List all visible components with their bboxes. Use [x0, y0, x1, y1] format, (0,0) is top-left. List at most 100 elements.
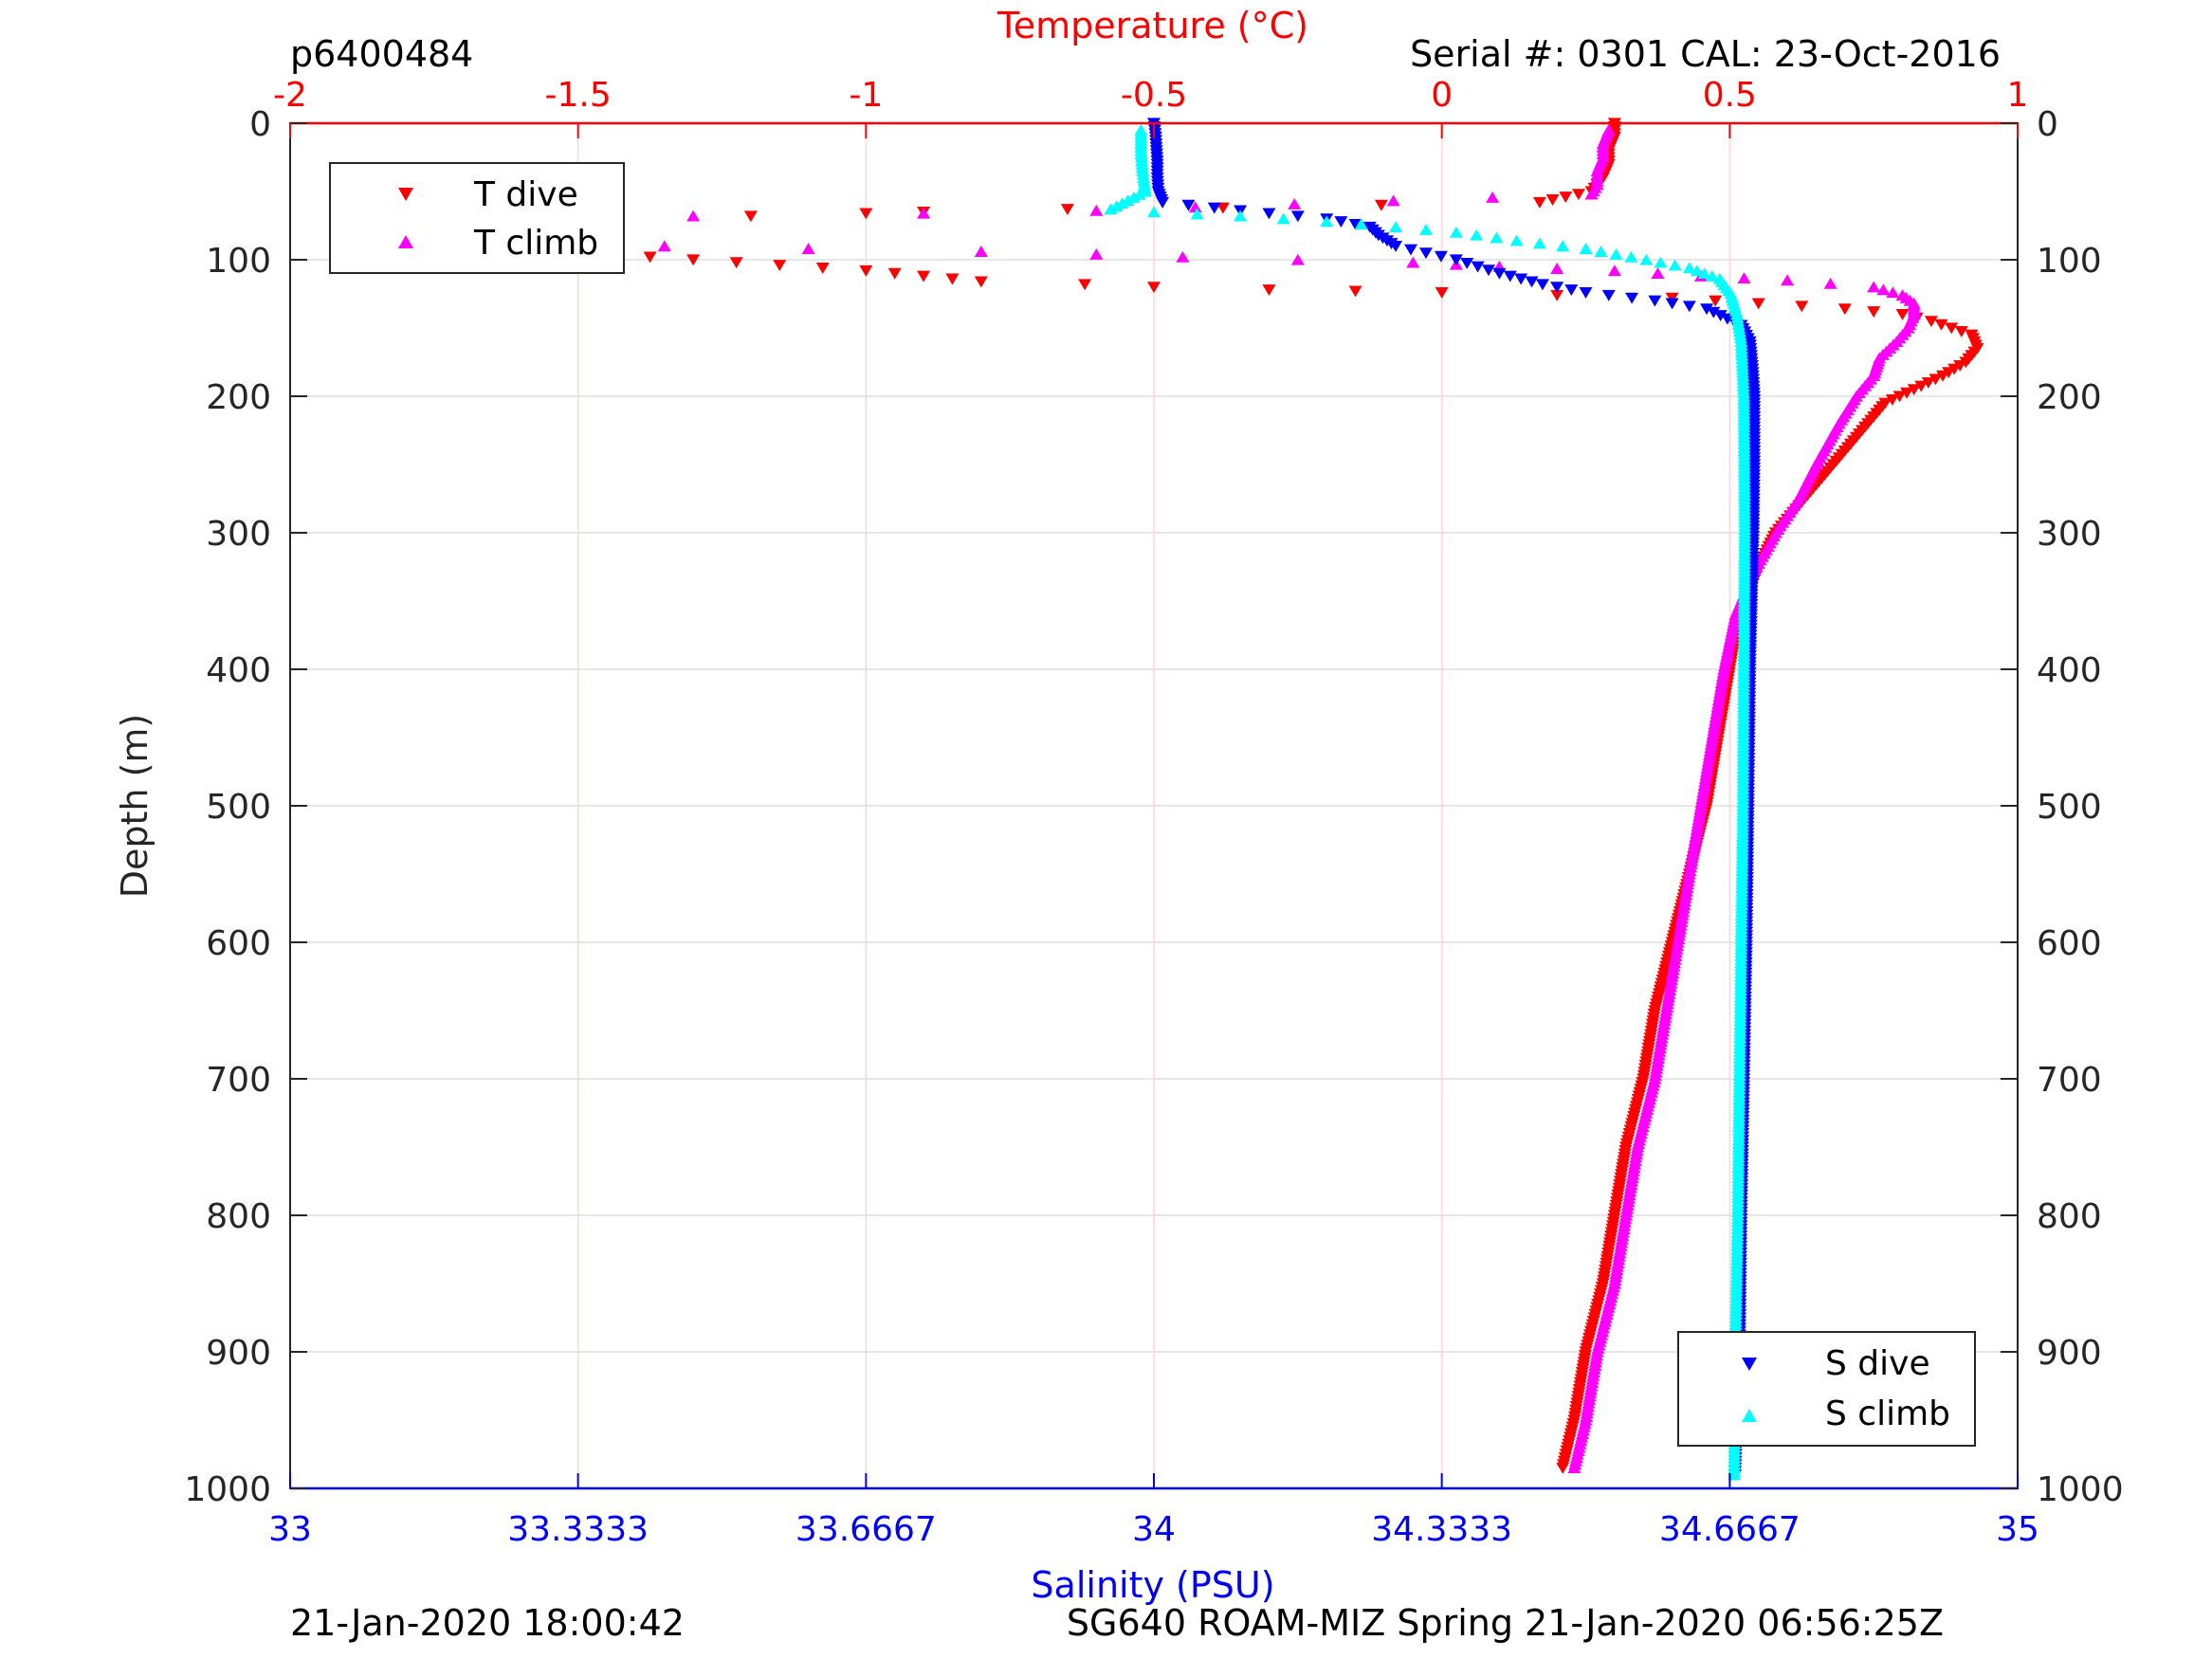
data-point: [1892, 391, 1907, 403]
data-point: [1728, 1468, 1742, 1481]
legend-t-dive-marker: [398, 188, 413, 201]
footer-timestamp: 21-Jan-2020 18:00:42: [290, 1602, 685, 1644]
series-t-climb: [398, 123, 1921, 1473]
series-layer: [387, 118, 1984, 1481]
data-point: [1682, 301, 1696, 313]
data-point: [1737, 272, 1751, 284]
data-point: [1078, 279, 1092, 291]
footer-mission-info: SG640 ROAM-MIZ Spring 21-Jan-2020 06:56:…: [1067, 1602, 1944, 1644]
data-point: [1509, 234, 1524, 246]
data-point: [1482, 264, 1496, 277]
data-point: [1895, 309, 1910, 320]
legend-t-climb-marker: [398, 235, 413, 248]
data-point: [1954, 326, 1968, 337]
grid: [290, 123, 2018, 1488]
legend-salinity: S dive S climb: [1677, 1331, 1976, 1447]
depth-tick-label-left: 100: [206, 242, 271, 281]
temperature-tick-label: -1: [849, 76, 883, 115]
data-point: [1060, 204, 1074, 216]
data-point: [1550, 282, 1564, 294]
data-point: [1503, 270, 1517, 283]
data-point: [1700, 303, 1714, 316]
data-point: [1514, 273, 1528, 285]
data-point: [1648, 295, 1662, 307]
depth-tick-label-right: 0: [2037, 105, 2058, 144]
data-point: [1486, 191, 1500, 203]
data-point: [1181, 199, 1196, 211]
data-point: [773, 260, 787, 272]
data-point: [1914, 380, 1929, 392]
data-point: [1690, 264, 1704, 277]
data-point: [917, 270, 931, 283]
temperature-tick-label: 0: [1431, 76, 1453, 115]
data-point: [1654, 256, 1668, 268]
data-point: [1867, 281, 1881, 293]
data-point: [1876, 283, 1891, 296]
depth-tick-label-left: 300: [206, 515, 271, 554]
data-point: [1532, 237, 1546, 249]
depth-axis-title: Depth (m): [114, 714, 155, 899]
salinity-tick-label: 34: [1132, 1510, 1176, 1549]
data-point: [1320, 215, 1334, 228]
data-point: [1795, 301, 1809, 313]
data-point: [974, 246, 988, 257]
data-point: [1579, 286, 1593, 299]
salinity-tick-label: 34.3333: [1371, 1510, 1512, 1549]
data-point: [1697, 267, 1711, 279]
data-point: [859, 208, 873, 220]
data-point: [1624, 250, 1638, 263]
data-point: [1947, 363, 1962, 375]
data-point: [1089, 247, 1104, 260]
data-point: [1564, 284, 1579, 296]
temperature-tick-label: -1.5: [545, 76, 612, 115]
data-point: [1190, 208, 1204, 220]
data-point: [1334, 216, 1348, 228]
data-point: [1207, 202, 1221, 214]
data-point: [1607, 264, 1621, 277]
data-point: [1942, 367, 1956, 379]
data-point: [686, 254, 701, 266]
data-point: [859, 264, 873, 277]
data-point: [1288, 197, 1302, 210]
data-point: [1276, 212, 1290, 225]
data-point: [1907, 384, 1921, 396]
serial-cal-info: Serial #: 0301 CAL: 23-Oct-2016: [1410, 33, 2001, 75]
data-point: [801, 243, 815, 255]
data-point: [1550, 263, 1564, 274]
data-point: [1535, 279, 1549, 291]
data-point: [1885, 394, 1899, 406]
salinity-tick-label: 33: [268, 1510, 312, 1549]
data-point: [1953, 360, 1967, 372]
data-point: [1147, 206, 1161, 218]
data-point: [643, 251, 657, 264]
depth-tick-label-right: 200: [2037, 378, 2102, 417]
data-point: [1374, 199, 1388, 211]
data-point: [1601, 289, 1616, 301]
legend-temperature-box: [329, 162, 625, 274]
data-point: [1216, 202, 1230, 214]
data-point: [1354, 218, 1368, 230]
data-point: [1234, 210, 1248, 222]
data-point: [1867, 306, 1881, 319]
data-point: [1262, 208, 1276, 220]
salinity-tick-label: 33.6667: [795, 1510, 937, 1549]
depth-tick-label-left: 800: [206, 1197, 271, 1236]
data-point: [1934, 319, 1948, 331]
data-point: [1404, 244, 1418, 256]
legend-t-dive-label: T dive: [473, 175, 578, 214]
data-point: [1584, 188, 1599, 200]
data-point: [1945, 322, 1959, 335]
data-point: [1176, 250, 1190, 263]
data-point: [1837, 303, 1852, 316]
depth-tick-label-right: 900: [2037, 1334, 2102, 1373]
depth-tick-label-left: 0: [249, 105, 271, 144]
data-point: [1651, 267, 1665, 279]
data-point: [1470, 228, 1484, 241]
data-point: [743, 210, 758, 223]
data-point: [1707, 306, 1721, 319]
data-point: [1959, 356, 1973, 369]
data-point: [1449, 226, 1463, 238]
data-point: [1290, 253, 1305, 265]
depth-tick-label-left: 600: [206, 924, 271, 963]
